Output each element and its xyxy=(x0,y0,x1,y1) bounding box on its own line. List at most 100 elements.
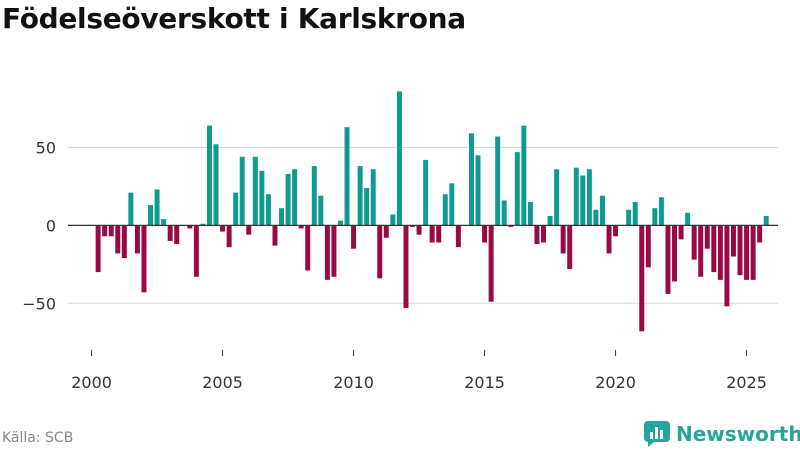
bar xyxy=(704,225,710,249)
bar xyxy=(233,192,239,226)
bar xyxy=(455,225,461,248)
bar xyxy=(724,225,730,307)
bar xyxy=(292,169,298,226)
bar xyxy=(547,216,553,226)
bar xyxy=(403,225,409,308)
bar xyxy=(521,125,527,226)
bar xyxy=(121,225,127,259)
bar xyxy=(200,223,206,226)
bar xyxy=(599,195,605,226)
bar xyxy=(717,225,723,280)
bar xyxy=(573,167,579,226)
bar xyxy=(187,225,193,229)
x-tick-label: 2025 xyxy=(726,373,767,392)
bar xyxy=(115,225,121,254)
source-label: Källa: SCB xyxy=(2,430,74,446)
bar xyxy=(226,225,232,248)
y-tick-label: 0 xyxy=(46,216,56,235)
bar xyxy=(554,169,560,226)
bar xyxy=(514,152,520,226)
bar xyxy=(396,91,402,226)
bar xyxy=(383,225,389,238)
bar xyxy=(468,133,474,226)
bar xyxy=(593,209,599,226)
bar xyxy=(750,225,756,280)
bar xyxy=(626,209,632,226)
bar xyxy=(337,220,343,226)
bar xyxy=(239,156,245,226)
bar xyxy=(311,166,317,226)
bar xyxy=(154,189,160,226)
bar xyxy=(730,225,736,257)
bar xyxy=(449,183,455,226)
bar xyxy=(416,225,422,235)
bars-layer xyxy=(95,91,769,332)
bar xyxy=(357,166,363,226)
bar xyxy=(475,155,481,226)
bar xyxy=(763,216,769,226)
bar xyxy=(285,173,291,226)
bar xyxy=(410,225,416,227)
bar xyxy=(534,225,540,245)
chart-icon xyxy=(644,421,670,447)
bar xyxy=(108,225,114,237)
bar xyxy=(364,187,370,226)
bar xyxy=(698,225,704,277)
bar xyxy=(665,225,671,294)
bar xyxy=(161,219,167,226)
bar xyxy=(102,225,108,237)
bar xyxy=(265,194,271,226)
bar xyxy=(685,212,691,226)
bar xyxy=(252,156,258,226)
bar xyxy=(206,125,212,226)
bar xyxy=(527,201,533,226)
bar xyxy=(501,200,507,226)
bar xyxy=(128,192,134,226)
bar xyxy=(658,197,664,226)
bar xyxy=(744,225,750,280)
brand-logo[interactable]: Newsworthy xyxy=(644,420,800,448)
x-tick-label: 2000 xyxy=(71,373,112,392)
x-tick-label: 2010 xyxy=(333,373,374,392)
bar xyxy=(488,225,494,302)
bar xyxy=(645,225,651,268)
bar xyxy=(377,225,383,279)
bar xyxy=(148,205,154,226)
bar xyxy=(737,225,743,276)
x-tick-label: 2020 xyxy=(595,373,636,392)
bar xyxy=(95,225,101,273)
bar xyxy=(508,225,514,227)
bar xyxy=(167,225,173,241)
bar xyxy=(193,225,199,277)
bar xyxy=(390,214,396,226)
bar xyxy=(606,225,612,254)
bar xyxy=(331,225,337,277)
bar xyxy=(246,225,252,235)
bar xyxy=(305,225,311,271)
bar xyxy=(344,127,350,226)
bar xyxy=(436,225,442,243)
grid-layer xyxy=(68,146,778,304)
bar xyxy=(691,225,697,260)
y-tick-label: 50 xyxy=(36,138,56,157)
x-tick-label: 2015 xyxy=(464,373,505,392)
bar xyxy=(652,208,658,226)
bar xyxy=(134,225,140,254)
bar xyxy=(259,170,265,226)
bar xyxy=(174,225,180,245)
bar xyxy=(279,208,285,226)
bar xyxy=(324,225,330,280)
bar xyxy=(567,225,573,269)
bar xyxy=(560,225,566,254)
bar xyxy=(757,225,763,243)
bar xyxy=(318,195,324,226)
chart-title: Födelseöverskott i Karlskrona xyxy=(2,2,466,35)
brand-name: Newsworthy xyxy=(676,422,800,446)
bar xyxy=(351,225,357,249)
bar xyxy=(639,225,645,332)
bar xyxy=(632,201,638,226)
bar xyxy=(678,225,684,240)
bar xyxy=(613,225,619,237)
bar xyxy=(586,169,592,226)
